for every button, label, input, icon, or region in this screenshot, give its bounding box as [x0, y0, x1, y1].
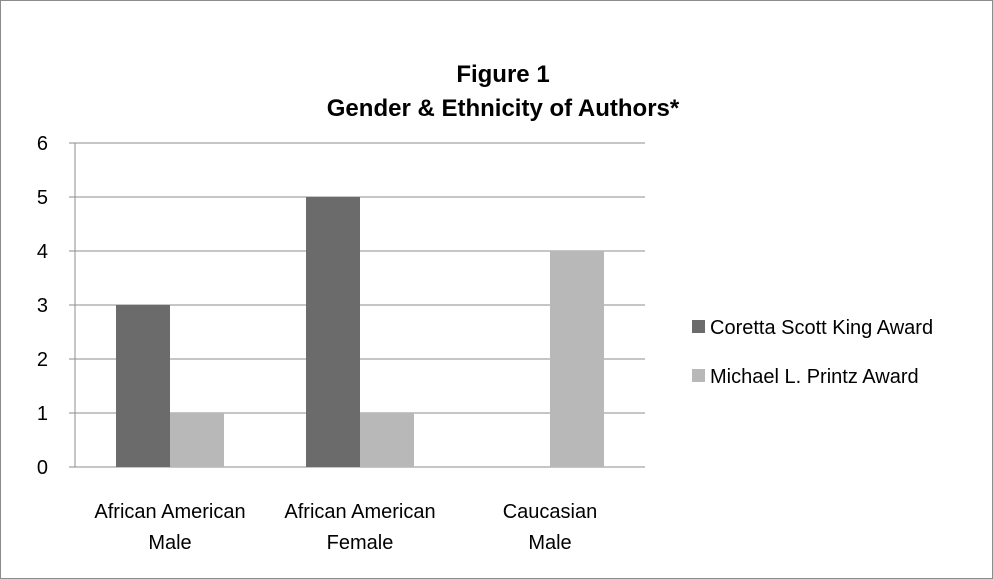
bar-coretta-scott-king [116, 305, 170, 467]
chart-title: Figure 1 [456, 61, 549, 88]
chart-subtitle: Gender & Ethnicity of Authors* [327, 95, 680, 122]
legend-label: Michael L. Printz Award [710, 366, 919, 388]
legend-swatch [692, 369, 705, 382]
x-category-label: Caucasian [503, 501, 598, 523]
x-category-label: Male [148, 532, 191, 554]
bar-coretta-scott-king [306, 197, 360, 467]
x-category-label: African American [284, 501, 435, 523]
x-category-label: Female [327, 532, 394, 554]
bars [116, 197, 604, 467]
bar-michael-l-printz [170, 413, 224, 467]
legend-label: Coretta Scott King Award [710, 317, 933, 339]
y-tick-label: 3 [37, 295, 48, 317]
y-tick-label: 0 [37, 457, 48, 479]
y-tick-label: 5 [37, 187, 48, 209]
x-category-label: Male [528, 532, 571, 554]
legend-swatch [692, 320, 705, 333]
y-tick-label: 2 [37, 349, 48, 371]
y-tick-label: 6 [37, 133, 48, 155]
bar-michael-l-printz [360, 413, 414, 467]
legend: Coretta Scott King Award Michael L. Print… [692, 317, 933, 388]
x-category-label: African American [94, 501, 245, 523]
y-tick-label: 1 [37, 403, 48, 425]
y-axis-tick-labels: 0 1 2 3 4 5 6 [37, 133, 48, 479]
y-tick-label: 4 [37, 241, 48, 263]
x-axis-category-labels: African American Male African American Fema… [94, 501, 597, 554]
bar-michael-l-printz [550, 251, 604, 467]
